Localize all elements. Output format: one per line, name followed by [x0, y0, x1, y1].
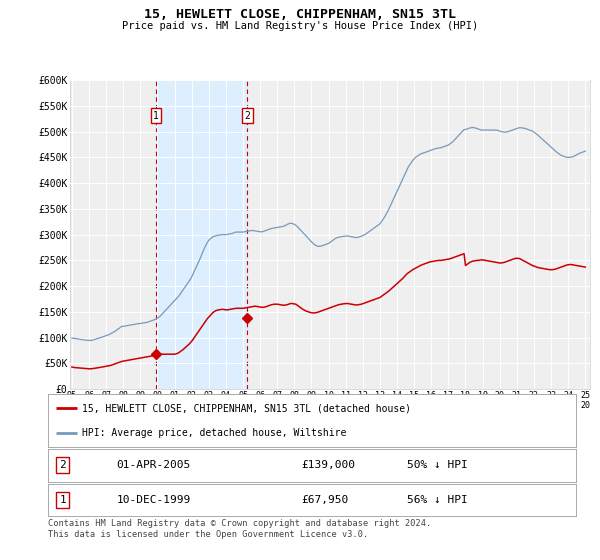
Text: £139,000: £139,000 [301, 460, 355, 470]
Text: 10-DEC-1999: 10-DEC-1999 [116, 495, 191, 505]
Text: 2: 2 [59, 460, 66, 470]
Text: 15, HEWLETT CLOSE, CHIPPENHAM, SN15 3TL: 15, HEWLETT CLOSE, CHIPPENHAM, SN15 3TL [144, 8, 456, 21]
Bar [156, 80, 247, 389]
Text: 1: 1 [59, 495, 66, 505]
Text: Price paid vs. HM Land Registry's House Price Index (HPI): Price paid vs. HM Land Registry's House … [122, 21, 478, 31]
Text: Contains HM Land Registry data © Crown copyright and database right 2024.
This d: Contains HM Land Registry data © Crown c… [48, 519, 431, 539]
Text: 50% ↓ HPI: 50% ↓ HPI [407, 460, 468, 470]
Text: 56% ↓ HPI: 56% ↓ HPI [407, 495, 468, 505]
Text: 1: 1 [153, 111, 159, 120]
Text: £67,950: £67,950 [301, 495, 349, 505]
Text: 15, HEWLETT CLOSE, CHIPPENHAM, SN15 3TL (detached house): 15, HEWLETT CLOSE, CHIPPENHAM, SN15 3TL … [82, 403, 412, 413]
Text: 01-APR-2005: 01-APR-2005 [116, 460, 191, 470]
Text: 2: 2 [244, 111, 250, 120]
Text: HPI: Average price, detached house, Wiltshire: HPI: Average price, detached house, Wilt… [82, 427, 347, 437]
